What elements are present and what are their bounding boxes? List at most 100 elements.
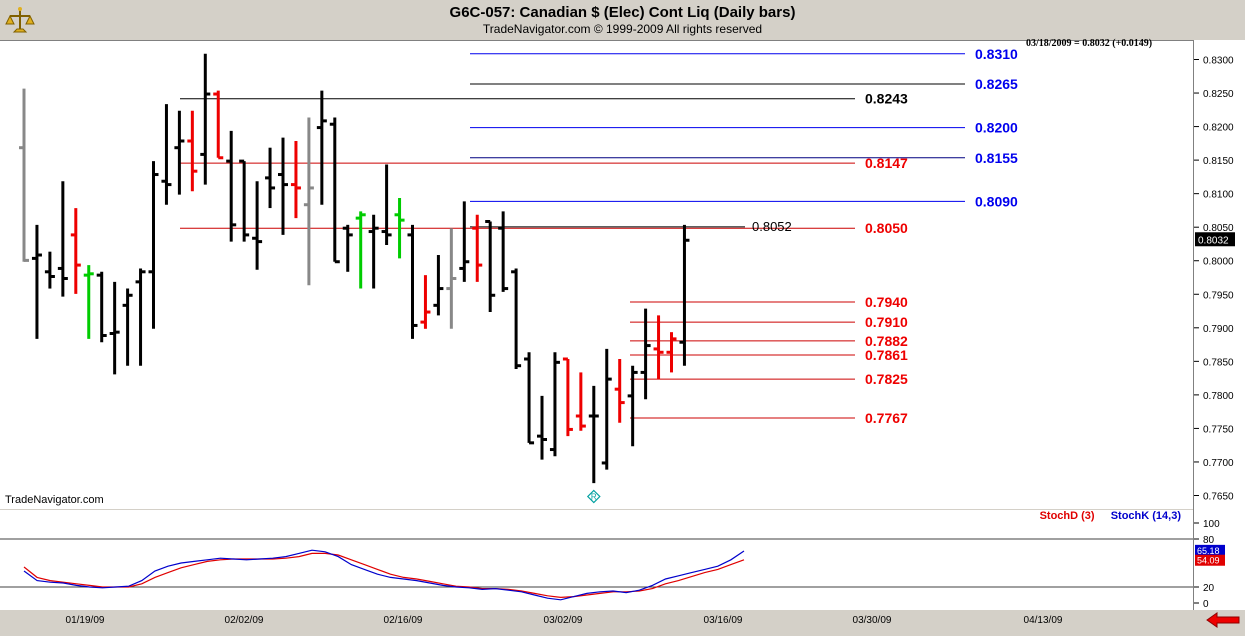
reversal-diamond bbox=[586, 489, 601, 504]
price-bar bbox=[368, 214, 379, 289]
level-label-0.7910: 0.7910 bbox=[865, 314, 908, 330]
price-bar bbox=[640, 308, 651, 400]
price-chart[interactable]: 0.8310 0.8265 0.8243 0.8200 0.8155 0.8147 0.80… bbox=[0, 41, 1193, 509]
price-bar bbox=[679, 224, 690, 366]
level-label-0.8052: 0.8052 bbox=[752, 219, 792, 234]
price-bar bbox=[511, 268, 522, 370]
stoch-tick-label: 20 bbox=[1203, 583, 1215, 594]
price-bar bbox=[485, 219, 496, 313]
stoch-legend: StochD (3) StochK (14,3) bbox=[1040, 510, 1181, 522]
price-bar bbox=[252, 181, 263, 270]
price-bar bbox=[44, 251, 55, 289]
reversal-letter: R bbox=[591, 493, 597, 502]
price-bar bbox=[174, 110, 185, 195]
price-bar bbox=[200, 53, 211, 185]
price-bar bbox=[666, 332, 677, 373]
reversal-marker-icon: R bbox=[586, 489, 601, 504]
price-tick-label: 0.8300 bbox=[1203, 56, 1234, 67]
price-bar bbox=[70, 208, 81, 294]
price-bar bbox=[394, 198, 405, 259]
date-label: 02/16/09 bbox=[384, 615, 423, 626]
price-bar bbox=[355, 211, 366, 289]
price-tick-label: 0.8250 bbox=[1203, 89, 1234, 100]
date-label: 03/30/09 bbox=[853, 615, 892, 626]
stochastic-chart[interactable] bbox=[0, 510, 1193, 610]
price-bar bbox=[446, 228, 457, 329]
price-bar bbox=[57, 181, 68, 297]
last-quote-label: 03/18/2009 = 0.8032 (+0.0149) bbox=[1026, 38, 1153, 49]
price-tick-label: 0.7900 bbox=[1203, 324, 1234, 335]
current-price-label: 0.8032 bbox=[1198, 235, 1229, 246]
date-label: 01/19/09 bbox=[66, 615, 105, 626]
price-bar bbox=[472, 214, 483, 282]
price-tick-label: 0.7950 bbox=[1203, 290, 1234, 301]
price-bar bbox=[537, 395, 547, 460]
date-label: 03/02/09 bbox=[544, 615, 583, 626]
price-bar bbox=[96, 271, 107, 343]
price-bar bbox=[161, 104, 172, 205]
date-label: 04/13/09 bbox=[1024, 615, 1063, 626]
stochd-value-box bbox=[1195, 554, 1225, 566]
date-axis: 01/19/09 02/02/09 02/16/09 03/02/09 03/16/09… bbox=[0, 610, 1245, 631]
price-bar bbox=[187, 110, 198, 192]
price-axis: 0.7650 0.7700 0.7750 0.7800 0.7850 0.7900 0.79… bbox=[1193, 40, 1245, 610]
current-price-box bbox=[1195, 232, 1235, 247]
price-axis-scale: 0.7650 0.7700 0.7750 0.7800 0.7850 0.7900 0.79… bbox=[1194, 56, 1235, 610]
price-bar bbox=[459, 201, 470, 282]
date-label: 03/16/09 bbox=[704, 615, 743, 626]
price-tick-label: 0.8200 bbox=[1203, 123, 1234, 134]
stochk-line bbox=[23, 549, 745, 601]
price-bar bbox=[588, 385, 599, 484]
price-bar bbox=[109, 281, 120, 375]
chart-subtitle: TradeNavigator.com © 1999-2009 All right… bbox=[482, 22, 763, 36]
price-tick-label: 0.8150 bbox=[1203, 156, 1234, 167]
price-bar bbox=[524, 352, 535, 445]
price-tick-label: 0.8100 bbox=[1203, 190, 1234, 201]
price-bar bbox=[498, 211, 509, 292]
price-bar bbox=[19, 88, 29, 262]
price-bar bbox=[290, 140, 301, 219]
price-tick-label: 0.8000 bbox=[1203, 257, 1234, 268]
price-tick-label: 0.7750 bbox=[1203, 424, 1234, 435]
price-bar bbox=[83, 265, 94, 339]
price-tick-label: 0.7700 bbox=[1203, 458, 1234, 469]
level-label-0.8090: 0.8090 bbox=[975, 193, 1018, 209]
price-bar bbox=[562, 357, 573, 437]
level-label-0.8147: 0.8147 bbox=[865, 155, 908, 171]
level-label-0.8050: 0.8050 bbox=[865, 220, 908, 236]
level-label-0.8310: 0.8310 bbox=[975, 46, 1018, 62]
level-label-0.7767: 0.7767 bbox=[865, 410, 908, 426]
price-tick-label: 0.8050 bbox=[1203, 223, 1234, 234]
level-label-0.8200: 0.8200 bbox=[975, 120, 1018, 136]
level-label-0.7940: 0.7940 bbox=[865, 294, 908, 310]
stochd-legend-label: StochD (3) bbox=[1039, 510, 1095, 522]
scroll-right-arrow-icon[interactable] bbox=[1205, 612, 1241, 628]
price-bar bbox=[148, 161, 159, 329]
price-bar bbox=[614, 358, 625, 423]
price-bar bbox=[329, 117, 340, 264]
stochd-value-label: 54.09 bbox=[1197, 556, 1220, 566]
price-tick-label: 0.7850 bbox=[1203, 357, 1234, 368]
price-bar bbox=[342, 224, 353, 272]
price-panel[interactable]: 0.8310 0.8265 0.8243 0.8200 0.8155 0.8147 0.80… bbox=[0, 40, 1193, 509]
date-label: 02/02/09 bbox=[225, 615, 264, 626]
price-bar bbox=[239, 159, 250, 242]
level-label-0.7882: 0.7882 bbox=[865, 333, 908, 349]
price-bar bbox=[303, 117, 314, 286]
price-bar bbox=[226, 130, 237, 242]
stoch-tick-label: 100 bbox=[1203, 519, 1220, 530]
price-bar bbox=[135, 268, 146, 366]
price-bar bbox=[653, 315, 664, 380]
price-bar bbox=[420, 275, 431, 329]
price-bar bbox=[213, 90, 224, 160]
price-tick-label: 0.7650 bbox=[1203, 492, 1234, 503]
price-bar bbox=[407, 224, 418, 339]
price-bar bbox=[31, 224, 42, 339]
stochastic-panel[interactable]: StochD (3) StochK (14,3) bbox=[0, 510, 1193, 610]
price-bar bbox=[381, 164, 392, 245]
stochk-value-box bbox=[1195, 544, 1225, 556]
price-bar bbox=[627, 365, 638, 447]
price-bar bbox=[433, 255, 444, 316]
stochk-value-label: 65.18 bbox=[1197, 546, 1220, 556]
stochk-legend-label: StochK (14,3) bbox=[1110, 510, 1181, 522]
